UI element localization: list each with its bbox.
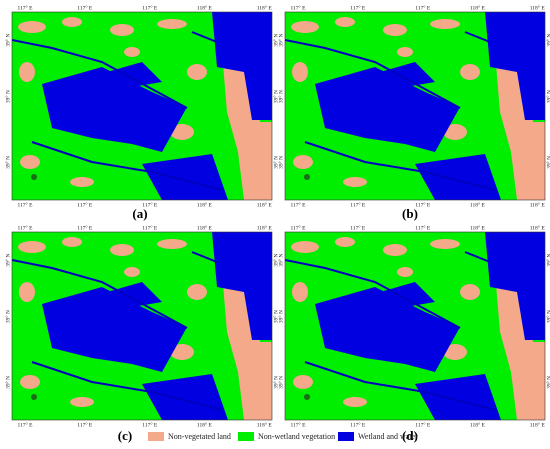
lat-label: 39° N <box>4 254 11 267</box>
lon-label: 118° E <box>530 201 546 208</box>
lon-label: 118° E <box>470 224 486 231</box>
map-frame <box>11 231 273 421</box>
lon-label: 117° E <box>142 201 158 208</box>
lat-label: 39° N <box>277 34 284 47</box>
lat-label: 39° N <box>272 376 279 389</box>
lat-label: 39° N <box>277 376 284 389</box>
legend-swatch <box>148 432 164 441</box>
lon-label: 117° E <box>142 421 158 428</box>
lon-label: 117° E <box>18 201 34 208</box>
lat-label: 39° N <box>4 376 11 389</box>
lon-label: 117° E <box>415 421 431 428</box>
lon-label: 118° E <box>470 201 486 208</box>
lon-label: 118° E <box>197 421 213 428</box>
lat-label: 39° N <box>545 310 550 323</box>
lon-label: 118° E <box>197 201 213 208</box>
lon-label: 117° E <box>291 4 307 11</box>
legend-swatch <box>238 432 254 441</box>
panel-label: (c) <box>118 428 132 443</box>
lat-label: 39° N <box>272 156 279 169</box>
lon-label: 117° E <box>142 224 158 231</box>
lon-label: 117° E <box>77 421 93 428</box>
panel-label: (a) <box>132 206 147 221</box>
panel-label: (d) <box>402 428 418 443</box>
lat-label: 39° N <box>545 90 550 103</box>
lon-label: 118° E <box>470 4 486 11</box>
lon-label: 117° E <box>291 421 307 428</box>
lon-label: 117° E <box>18 421 34 428</box>
lon-label: 117° E <box>415 201 431 208</box>
map-frame <box>284 11 546 201</box>
map-image <box>12 232 272 420</box>
map-image <box>285 232 545 420</box>
lat-label: 39° N <box>277 254 284 267</box>
lon-label: 118° E <box>530 224 546 231</box>
lon-label: 117° E <box>18 224 34 231</box>
lon-label: 118° E <box>257 4 273 11</box>
lat-label: 39° N <box>272 310 279 323</box>
lat-label: 39° N <box>545 156 550 169</box>
lat-label: 39° N <box>545 376 550 389</box>
legend-label: Non-vegetated land <box>168 432 231 441</box>
lon-label: 118° E <box>530 421 546 428</box>
lon-label: 117° E <box>350 4 366 11</box>
panel-label: (b) <box>402 206 418 221</box>
map-frame <box>11 11 273 201</box>
legend-label: Wetland and water <box>358 432 418 441</box>
lon-label: 118° E <box>470 421 486 428</box>
lon-label: 118° E <box>197 224 213 231</box>
lat-label: 39° N <box>272 254 279 267</box>
lat-label: 39° N <box>272 34 279 47</box>
lon-label: 117° E <box>18 4 34 11</box>
lon-label: 118° E <box>197 4 213 11</box>
lon-label: 118° E <box>257 201 273 208</box>
lon-label: 117° E <box>350 201 366 208</box>
lon-label: 117° E <box>350 224 366 231</box>
lat-label: 39° N <box>545 34 550 47</box>
lat-label: 39° N <box>277 90 284 103</box>
lat-label: 39° N <box>4 90 11 103</box>
lat-label: 39° N <box>4 156 11 169</box>
lon-label: 117° E <box>415 4 431 11</box>
lon-label: 117° E <box>142 4 158 11</box>
lon-label: 117° E <box>77 201 93 208</box>
map-image <box>285 12 545 200</box>
lon-label: 118° E <box>530 4 546 11</box>
lon-label: 118° E <box>257 224 273 231</box>
lon-label: 117° E <box>291 201 307 208</box>
map-image <box>12 12 272 200</box>
lat-label: 39° N <box>545 254 550 267</box>
lat-label: 39° N <box>272 90 279 103</box>
lat-label: 39° N <box>277 156 284 169</box>
legend-swatch <box>338 432 354 441</box>
lon-label: 117° E <box>291 224 307 231</box>
lon-label: 117° E <box>415 224 431 231</box>
lon-label: 117° E <box>77 4 93 11</box>
lat-label: 39° N <box>4 310 11 323</box>
lat-label: 39° N <box>4 34 11 47</box>
lon-label: 117° E <box>350 421 366 428</box>
legend-label: Non-wetland vegetation <box>258 432 335 441</box>
lat-label: 39° N <box>277 310 284 323</box>
map-frame <box>284 231 546 421</box>
lon-label: 118° E <box>257 421 273 428</box>
lon-label: 117° E <box>77 224 93 231</box>
